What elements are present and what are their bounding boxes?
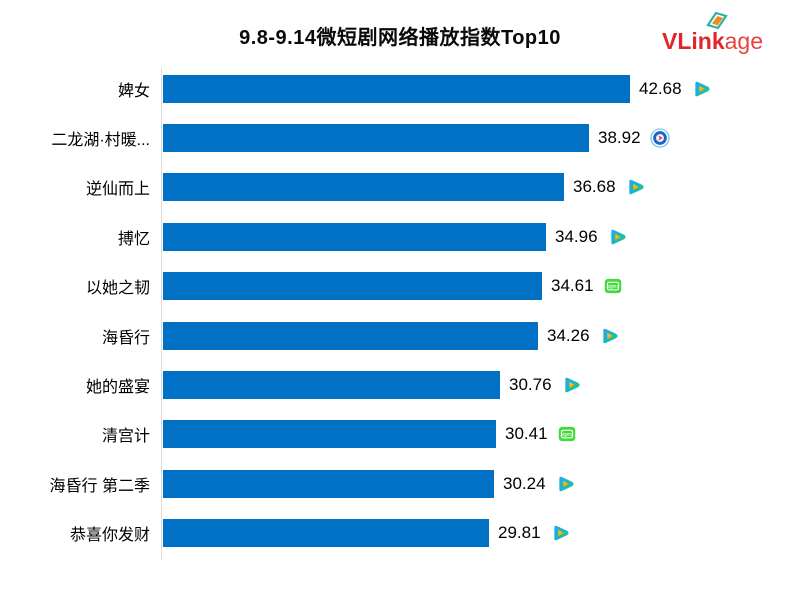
category-label: 海昏行 bbox=[101, 329, 150, 347]
bar bbox=[163, 74, 630, 103]
tencent-video-icon bbox=[561, 375, 582, 396]
tencent-video-icon bbox=[550, 523, 571, 544]
value-label: 30.41 bbox=[505, 424, 548, 444]
category-label: 逆仙而上 bbox=[85, 181, 150, 199]
tencent-video-icon bbox=[691, 78, 712, 99]
category-label: 婢女 bbox=[117, 82, 150, 100]
bar bbox=[163, 272, 542, 301]
value-label: 30.24 bbox=[503, 473, 546, 493]
bar-row: 逆仙而上 36.68 bbox=[0, 163, 800, 212]
category-label: 二龙湖·村暖... bbox=[51, 132, 150, 150]
value-label: 36.68 bbox=[573, 177, 616, 197]
bar-row: 搏忆 34.96 bbox=[0, 212, 800, 261]
bar-row: 以她之韧 34.61 IQIYI bbox=[0, 262, 800, 311]
category-label: 恭喜你发财 bbox=[69, 527, 150, 545]
bar-chart: 婢女 42.68 二龙湖·村暖... 38.92 逆仙而上 36.68 搏忆 34.96 以她之… bbox=[0, 64, 800, 564]
logo-text-light: age bbox=[724, 28, 763, 54]
svg-text:IQIYI: IQIYI bbox=[608, 284, 618, 289]
logo-text-bold: VLink bbox=[662, 28, 725, 54]
value-label: 42.68 bbox=[639, 78, 682, 98]
page-title: 9.8-9.14微短剧网络播放指数Top10 bbox=[239, 27, 561, 49]
bar-row: 清宫计 30.41 IQIYI bbox=[0, 410, 800, 459]
iqiyi-icon: IQIYI bbox=[603, 276, 624, 297]
tencent-video-icon bbox=[607, 226, 628, 247]
value-label: 34.26 bbox=[547, 325, 590, 345]
category-label: 她的盛宴 bbox=[85, 379, 150, 397]
tencent-video-icon bbox=[555, 473, 576, 494]
tencent-video-icon bbox=[625, 177, 646, 198]
bar bbox=[163, 469, 494, 498]
bar bbox=[163, 222, 546, 251]
vlinkage-wordmark: VLinkage bbox=[662, 28, 772, 55]
bar-row: 二龙湖·村暖... 38.92 bbox=[0, 113, 800, 162]
bar-rows: 婢女 42.68 二龙湖·村暖... 38.92 逆仙而上 36.68 搏忆 34.96 以她之… bbox=[0, 64, 800, 558]
value-label: 34.61 bbox=[551, 276, 594, 296]
y-axis-line bbox=[161, 68, 162, 560]
bar bbox=[163, 321, 538, 350]
bar-row: 她的盛宴 30.76 bbox=[0, 360, 800, 409]
category-label: 搏忆 bbox=[117, 230, 150, 248]
red-arrow-circle-icon bbox=[650, 128, 671, 149]
category-label: 清宫计 bbox=[101, 428, 150, 446]
vlinkage-diamond-icon bbox=[706, 11, 728, 30]
value-label: 38.92 bbox=[598, 128, 641, 148]
bar bbox=[163, 519, 489, 548]
bar-row: 恭喜你发财 29.81 bbox=[0, 509, 800, 558]
bar-row: 海昏行 第二季 30.24 bbox=[0, 459, 800, 508]
category-label: 海昏行 第二季 bbox=[49, 477, 150, 495]
vlinkage-logo: VLinkage bbox=[662, 10, 772, 58]
tencent-video-icon bbox=[599, 325, 620, 346]
bar bbox=[163, 173, 564, 202]
bar bbox=[163, 124, 589, 153]
category-label: 以她之韧 bbox=[85, 280, 150, 298]
bar-row: 海昏行 34.26 bbox=[0, 311, 800, 360]
value-label: 34.96 bbox=[555, 226, 598, 246]
bar-row: 婢女 42.68 bbox=[0, 64, 800, 113]
bar bbox=[163, 420, 496, 449]
bar bbox=[163, 371, 500, 400]
iqiyi-icon: IQIYI bbox=[557, 424, 578, 445]
svg-text:IQIYI: IQIYI bbox=[562, 433, 572, 438]
value-label: 29.81 bbox=[498, 523, 541, 543]
value-label: 30.76 bbox=[509, 375, 552, 395]
